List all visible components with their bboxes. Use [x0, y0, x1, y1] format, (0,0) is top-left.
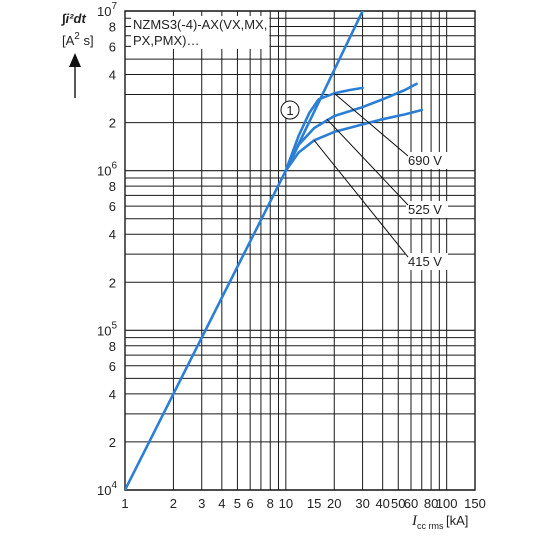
- x-tick-label: 40: [375, 496, 389, 511]
- y-tick-label: 2: [109, 116, 116, 131]
- plot-frame: [124, 10, 476, 491]
- x-axis-label: Icc rms [kA]: [411, 513, 468, 531]
- y-tick-label: 105: [97, 320, 117, 338]
- x-tick-label: 15: [307, 496, 321, 511]
- series-line-limit: [125, 11, 364, 490]
- marker-1-label: 1: [286, 103, 293, 118]
- x-tick-label: 150: [464, 496, 486, 511]
- series-label-690v: 690 V: [408, 153, 442, 168]
- y-tick-label: 2: [109, 275, 116, 290]
- series-line-525v: [284, 82, 418, 172]
- series-label-415v: 415 V: [408, 254, 442, 269]
- series-label-525v: 525 V: [408, 202, 442, 217]
- x-tick-label: 80: [424, 496, 438, 511]
- y-tick-label: 8: [109, 179, 116, 194]
- grid: [124, 10, 476, 491]
- series-leader-line: [333, 92, 409, 157]
- title-background: [131, 16, 270, 49]
- x-tick-label: 30: [355, 496, 369, 511]
- y-tick-label: 104: [97, 480, 117, 498]
- y-tick-label: 6: [109, 39, 116, 54]
- y-axis-unit: [A2 s]: [62, 31, 94, 48]
- marker-1: 1: [280, 100, 300, 120]
- y-tick-label: 8: [109, 339, 116, 354]
- x-tick-label: 5: [234, 496, 241, 511]
- series-leader-line: [326, 118, 409, 206]
- series-line-415v: [284, 108, 424, 172]
- y-tick-label: 2: [109, 435, 116, 450]
- x-tick-label: 50: [391, 496, 405, 511]
- x-tick-label: 6: [247, 496, 254, 511]
- x-tick-label: 100: [436, 496, 458, 511]
- series-leader-line: [313, 139, 409, 258]
- y-tick-label: 107: [97, 1, 117, 19]
- series-label-background: [406, 201, 448, 218]
- series-label-background: [406, 152, 448, 169]
- y-tick-label: 8: [109, 19, 116, 34]
- x-tick-label: 20: [327, 496, 341, 511]
- x-tick-label: 2: [170, 496, 177, 511]
- y-tick-label: 6: [109, 359, 116, 374]
- y-tick-label: 4: [109, 387, 116, 402]
- x-tick-label: 60: [404, 496, 418, 511]
- x-tick-label: 10: [279, 496, 293, 511]
- x-tick-label: 1: [121, 496, 128, 511]
- series-label-background: [406, 253, 448, 270]
- x-tick-label: 4: [218, 496, 225, 511]
- series-layer: [125, 11, 424, 490]
- x-tick-label: 3: [198, 496, 205, 511]
- y-axis-arrow-icon: [69, 53, 81, 98]
- y-tick-label: 4: [109, 68, 116, 83]
- y-tick-label: 106: [97, 161, 117, 179]
- y-axis-label: ∫i²dt: [61, 11, 86, 26]
- chart-title: NZMS3(-4)-AX(VX,MX, PX,PMX)…: [133, 17, 267, 48]
- series-line-690v: [284, 86, 364, 172]
- x-tick-label: 8: [267, 496, 274, 511]
- labels: NZMS3(-4)-AX(VX,MX, PX,PMX)… ∫i²dt [A2 s]…: [61, 11, 468, 531]
- y-tick-label: 4: [109, 227, 116, 242]
- y-tick-label: 6: [109, 199, 116, 214]
